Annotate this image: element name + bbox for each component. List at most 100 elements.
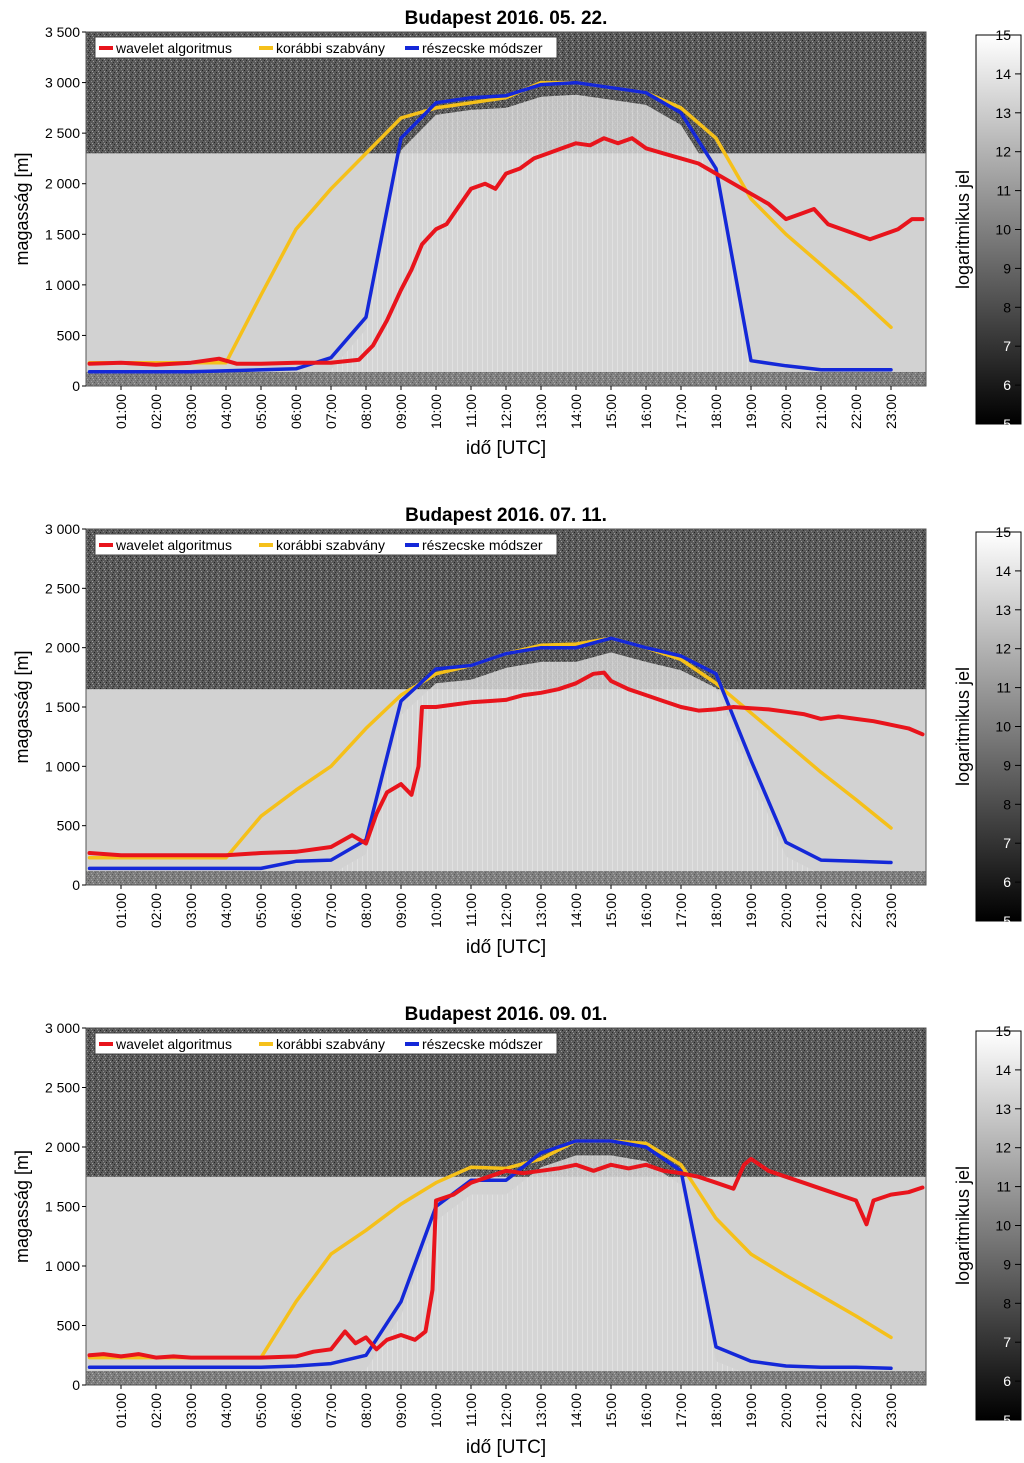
legend-label-particle: részecske módszer	[422, 1036, 543, 1052]
x-tick-label: 06:00	[288, 1393, 304, 1428]
colorbar-tick-label: 11	[996, 183, 1011, 199]
colorbar: 5 6 7 8 9 10 11 12 13 14 15 logaritmikus jel	[953, 1023, 1022, 1428]
x-tick-label: 14:00	[568, 394, 584, 429]
x-tick-label: 10:00	[428, 893, 444, 928]
colorbar-tick-label: 11	[996, 680, 1011, 696]
x-tick-label: 19:00	[743, 394, 759, 429]
x-tick-label: 07:00	[323, 893, 339, 928]
colorbar-gradient	[975, 34, 1022, 425]
x-tick-label: 09:00	[393, 394, 409, 429]
backscatter-convective	[89, 1155, 891, 1385]
x-tick-label: 08:00	[358, 893, 374, 928]
x-tick-label: 13:00	[533, 394, 549, 429]
colorbar-tick-label: 9	[1003, 757, 1011, 773]
x-tick-label: 21:00	[813, 1393, 829, 1428]
chart-panel-3: Budapest 2016. 09. 01. 0 500 1 000 1 500 2 00…	[12, 1004, 1022, 1458]
x-tick-label: 16:00	[638, 394, 654, 429]
x-tick-label: 22:00	[848, 893, 864, 928]
x-tick-label: 08:00	[358, 394, 374, 429]
series-line-particle	[87, 1139, 893, 1371]
x-tick-label: 02:00	[148, 394, 164, 429]
colorbar-tick-label: 12	[995, 144, 1011, 160]
y-tick-label: 0	[72, 1377, 80, 1393]
x-tick-label: 10:00	[428, 1393, 444, 1428]
legend-label-particle: részecske módszer	[422, 537, 543, 553]
x-tick-label: 23:00	[883, 893, 899, 928]
legend-label-wavelet: wavelet algoritmus	[115, 1036, 232, 1052]
x-tick-label: 05:00	[253, 394, 269, 429]
colorbar-tick-label: 15	[995, 1023, 1011, 1039]
colorbar-tick-label: 6	[1003, 874, 1011, 890]
colorbar-tick-label: 7	[1003, 835, 1011, 851]
colorbar-tick-label: 12	[995, 1140, 1011, 1156]
colorbar-tick-label: 8	[1003, 796, 1011, 812]
x-tick-label: 16:00	[638, 893, 654, 928]
x-tick-label: 11:00	[463, 394, 479, 428]
x-tick-label: 15:00	[603, 893, 619, 928]
y-tick-label: 500	[57, 327, 81, 343]
x-tick-label: 09:00	[393, 893, 409, 928]
x-tick-label: 17:00	[673, 893, 689, 928]
colorbar-label: logaritmikus jel	[953, 170, 973, 289]
x-tick-label: 23:00	[883, 394, 899, 429]
legend-label-wavelet: wavelet algoritmus	[115, 537, 232, 553]
x-tick-label: 02:00	[148, 1393, 164, 1428]
x-tick-label: 19:00	[743, 893, 759, 928]
x-tick-label: 05:00	[253, 1393, 269, 1428]
colorbar-label: logaritmikus jel	[953, 1166, 973, 1285]
y-tick-label: 1 500	[45, 226, 80, 242]
colorbar-tick-label: 10	[995, 222, 1011, 238]
x-tick-label: 20:00	[778, 893, 794, 928]
legend-label-standard: korábbi szabvány	[276, 40, 385, 56]
y-axis-label: magasság [m]	[12, 1150, 32, 1263]
colorbar-tick-label: 15	[995, 524, 1011, 540]
series-line-particle	[87, 80, 893, 374]
backscatter-ground-noise	[86, 871, 926, 885]
y-tick-label: 2 000	[45, 1139, 80, 1155]
colorbar-tick-label: 8	[1003, 1295, 1011, 1311]
legend-label-standard: korábbi szabvány	[276, 537, 385, 553]
y-tick-label: 2 500	[45, 125, 80, 141]
legend-label-particle: részecske módszer	[422, 40, 543, 56]
colorbar-tick-label: 14	[995, 563, 1011, 579]
y-tick-label: 1 000	[45, 1258, 80, 1274]
chart-title: Budapest 2016. 07. 11.	[405, 505, 607, 526]
x-tick-label: 11:00	[463, 893, 479, 927]
y-tick-label: 1 000	[45, 277, 80, 293]
x-tick-label: 03:00	[183, 1393, 199, 1428]
chart-panel-2: Budapest 2016. 07. 11. 0 500 1 000 1 500 2 00…	[12, 505, 1022, 958]
x-tick-label: 22:00	[848, 1393, 864, 1428]
y-tick-label: 0	[72, 378, 80, 394]
legend: wavelet algoritmus korábbi szabvány részec…	[94, 1032, 558, 1055]
colorbar: 5 6 7 8 9 10 11 12 13 14 15 logaritmikus jel	[953, 524, 1022, 929]
x-tick-label: 14:00	[568, 1393, 584, 1428]
x-tick-label: 11:00	[463, 1393, 479, 1427]
x-tick-label: 05:00	[253, 893, 269, 928]
x-tick-label: 12:00	[498, 1393, 514, 1428]
x-tick-label: 03:00	[183, 394, 199, 429]
colorbar-tick-label: 13	[995, 602, 1011, 618]
x-tick-label: 13:00	[533, 1393, 549, 1428]
colorbar: 5 6 7 8 9 10 11 12 13 14 15 logaritmikus jel	[953, 27, 1022, 432]
y-axis-label: magasság [m]	[12, 650, 32, 763]
x-tick-label: 20:00	[778, 394, 794, 429]
x-tick-label: 12:00	[498, 394, 514, 429]
x-tick-label: 17:00	[673, 394, 689, 429]
x-tick-label: 03:00	[183, 893, 199, 928]
colorbar-tick-label: 6	[1003, 1373, 1011, 1389]
x-axis-label: idő [UTC]	[466, 1437, 546, 1458]
legend: wavelet algoritmus korábbi szabvány részec…	[94, 533, 558, 556]
series-line-wavelet	[87, 1156, 925, 1360]
x-tick-label: 07:00	[323, 394, 339, 429]
colorbar-tick-label: 10	[995, 1218, 1011, 1234]
colorbar-tick-label: 5	[1003, 913, 1011, 929]
x-tick-label: 17:00	[673, 1393, 689, 1428]
colorbar-label: logaritmikus jel	[953, 667, 973, 786]
y-tick-label: 500	[57, 818, 81, 834]
x-tick-label: 18:00	[708, 394, 724, 429]
x-tick-label: 06:00	[288, 394, 304, 429]
colorbar-tick-label: 8	[1003, 299, 1011, 315]
y-tick-label: 2 000	[45, 176, 80, 192]
colorbar-tick-label: 9	[1003, 260, 1011, 276]
